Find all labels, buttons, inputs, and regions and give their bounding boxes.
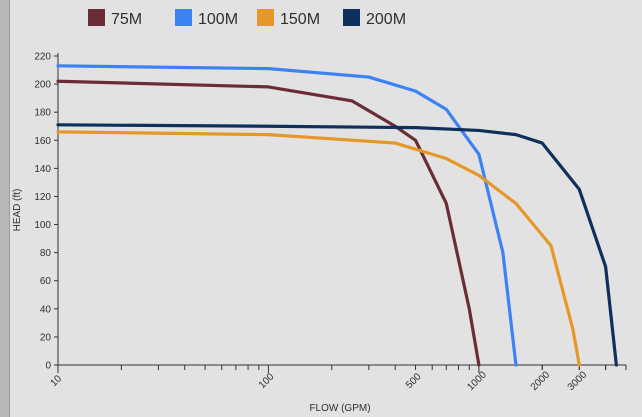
- legend-label-200m: 200M: [366, 11, 406, 28]
- x-axis-label: FLOW (GPM): [309, 403, 370, 414]
- series-line-200m: [56, 123, 618, 367]
- legend: 75M 100M 150M 200M: [88, 9, 406, 28]
- legend-item-75m: 75M: [88, 9, 142, 28]
- x-tick-label-10: 10: [48, 373, 64, 389]
- y-tick-label-40: 40: [40, 304, 52, 315]
- legend-label-100m: 100M: [198, 11, 238, 28]
- y-tick-label-80: 80: [40, 248, 52, 259]
- y-tick-label-60: 60: [40, 276, 52, 287]
- y-axis-label: HEAD (ft): [12, 189, 23, 232]
- y-tick-label-180: 180: [34, 108, 51, 119]
- tick-labels: 0 20 40 60 80 100 120 140 160 180 200 220 10 100 500 10…: [34, 52, 589, 393]
- x-tick-label-1000: 1000: [465, 369, 489, 393]
- legend-item-150m: 150M: [257, 9, 320, 28]
- legend-label-75m: 75M: [111, 11, 142, 28]
- y-tick-label-140: 140: [34, 164, 51, 175]
- y-tick-label-20: 20: [40, 332, 52, 343]
- series-line-150m: [56, 130, 581, 367]
- legend-swatch-100m: [175, 9, 192, 26]
- y-tick-label-220: 220: [34, 52, 51, 63]
- y-tick-label-160: 160: [34, 136, 51, 147]
- legend-swatch-200m: [343, 9, 360, 26]
- y-tick-label-0: 0: [45, 361, 51, 372]
- legend-swatch-150m: [257, 9, 274, 26]
- legend-item-200m: 200M: [343, 9, 406, 28]
- legend-item-100m: 100M: [175, 9, 238, 28]
- x-tick-label-100: 100: [257, 371, 277, 391]
- series-line-75m: [56, 79, 481, 367]
- x-tick-label-3000: 3000: [566, 369, 590, 393]
- x-tick-label-2000: 2000: [529, 369, 553, 393]
- legend-label-150m: 150M: [280, 11, 320, 28]
- x-tick-label-500: 500: [404, 371, 424, 391]
- y-tick-label-200: 200: [34, 80, 51, 91]
- axes: [54, 53, 627, 373]
- left-rail: [0, 0, 10, 417]
- y-tick-label-120: 120: [34, 192, 51, 203]
- series-lines: [56, 64, 618, 367]
- y-tick-label-100: 100: [34, 220, 51, 231]
- series-line-100m: [56, 64, 518, 367]
- legend-swatch-75m: [88, 9, 105, 26]
